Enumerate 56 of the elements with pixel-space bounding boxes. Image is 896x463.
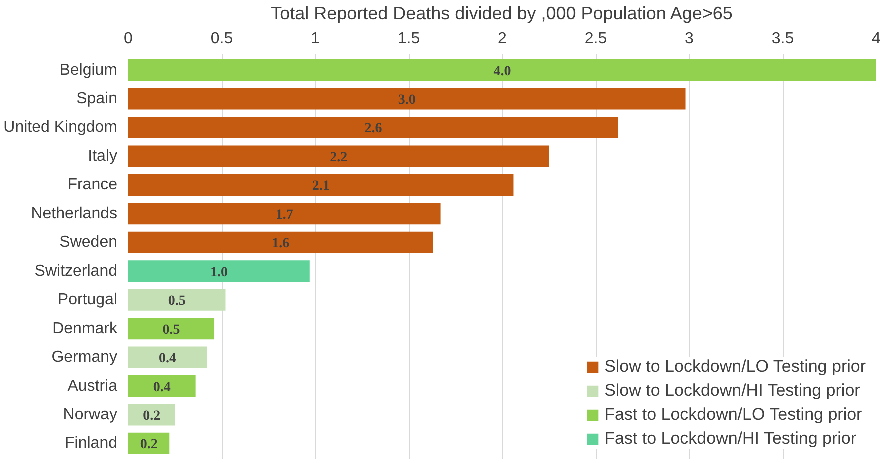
bar [128, 203, 441, 225]
data-label: 2.6 [364, 122, 382, 137]
y-tick-label: Switzerland [34, 262, 118, 280]
y-tick-label: Sweden [60, 234, 118, 252]
y-tick-label: Italy [88, 148, 118, 165]
y-tick-label: Norway [63, 406, 118, 424]
data-label: 2.1 [312, 179, 330, 194]
y-tick-label: Germany [52, 349, 118, 366]
data-label: 0.4 [159, 352, 177, 367]
legend-label: Slow to Lockdown/HI Testing prior [604, 381, 860, 401]
y-tick-label: Austria [68, 378, 118, 395]
data-label: 1.0 [210, 265, 228, 280]
x-tick-label: 2 [498, 30, 508, 48]
legend-label: Slow to Lockdown/LO Testing prior [604, 357, 866, 377]
y-tick-label: United Kingdom [4, 119, 118, 136]
legend-label: Fast to Lockdown/LO Testing prior [604, 405, 862, 425]
x-tick-label: 1 [311, 30, 320, 48]
x-tick-label: 2.5 [584, 30, 608, 48]
bar [128, 404, 176, 426]
data-label: 0.2 [140, 438, 158, 453]
data-label: 0.4 [153, 380, 171, 396]
bar [128, 318, 215, 340]
x-tick-label: 3.5 [772, 30, 794, 48]
bar [128, 146, 550, 168]
bar [128, 88, 686, 110]
y-tick-label: Netherlands [31, 205, 118, 222]
x-tick-label: 3 [685, 30, 694, 48]
data-label: 0.5 [162, 322, 180, 338]
y-tick-label: Denmark [52, 320, 118, 338]
data-label: 4.0 [494, 64, 512, 80]
bar [128, 232, 434, 254]
x-axis-title: Total Reported Deaths divided by ,000 Population Age>65 [271, 4, 733, 24]
x-tick-label: 1.5 [398, 30, 420, 48]
x-tick-label: 4 [872, 30, 882, 48]
bar [128, 260, 310, 282]
bar [128, 174, 514, 196]
bar [128, 375, 196, 398]
legend-label: Fast to Lockdown/HI Testing prior [604, 429, 857, 449]
data-label: 3.0 [398, 93, 416, 108]
y-tick-label: Portugal [58, 292, 118, 309]
x-tick-label: 0.5 [210, 30, 234, 48]
bar [128, 346, 208, 368]
bar [128, 60, 876, 82]
bar [128, 116, 618, 139]
bar [128, 289, 226, 311]
y-tick-label: Belgium [60, 62, 118, 79]
bar [128, 432, 170, 454]
x-tick-label: 0 [124, 30, 134, 48]
y-tick-label: Finland [65, 435, 118, 452]
y-tick-label: Spain [76, 90, 118, 108]
data-label: 2.2 [330, 150, 348, 166]
data-label: 0.2 [143, 408, 161, 424]
data-label: 0.5 [168, 294, 186, 310]
data-label: 1.6 [272, 236, 290, 252]
y-tick-label: France [68, 176, 118, 194]
data-label: 1.7 [276, 208, 294, 223]
